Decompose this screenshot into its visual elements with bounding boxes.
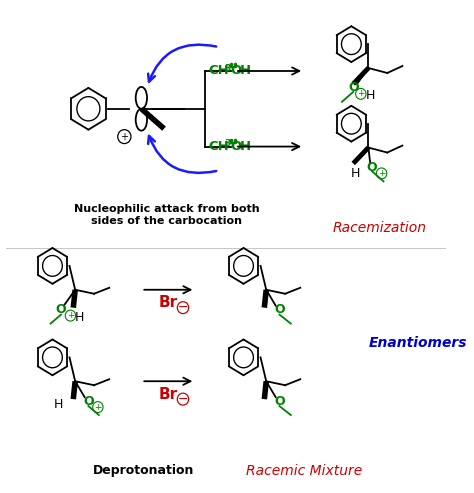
Text: Deprotonation: Deprotonation [92, 464, 194, 477]
Text: Br: Br [158, 387, 177, 402]
Text: CH: CH [209, 65, 229, 77]
Text: O: O [83, 394, 94, 408]
Text: +: + [94, 403, 101, 412]
Text: Nucleophilic attack from both
sides of the carbocation: Nucleophilic attack from both sides of t… [74, 205, 260, 226]
Text: O: O [55, 303, 66, 316]
Text: O: O [230, 65, 242, 77]
Text: H: H [365, 89, 375, 103]
Text: O: O [274, 394, 285, 408]
Text: 3: 3 [225, 64, 231, 72]
Text: H: H [240, 140, 251, 153]
Text: O: O [348, 81, 358, 94]
Text: Br: Br [158, 295, 177, 310]
Text: Enantiomers: Enantiomers [368, 336, 467, 351]
Text: H: H [350, 167, 360, 180]
Text: H: H [54, 398, 63, 411]
Text: −: − [178, 392, 188, 406]
Text: CH: CH [209, 140, 229, 153]
Text: Racemization: Racemization [333, 221, 427, 235]
Text: H: H [75, 311, 84, 324]
Text: +: + [67, 311, 74, 320]
Text: +: + [378, 169, 385, 178]
Text: 3: 3 [225, 139, 231, 148]
Text: +: + [120, 132, 128, 141]
Text: O: O [274, 303, 285, 316]
Text: H: H [240, 65, 251, 77]
Text: Racemic Mixture: Racemic Mixture [246, 464, 362, 478]
Text: O: O [367, 161, 377, 174]
Text: O: O [230, 140, 242, 153]
Text: −: − [178, 301, 188, 314]
Text: +: + [357, 89, 365, 99]
